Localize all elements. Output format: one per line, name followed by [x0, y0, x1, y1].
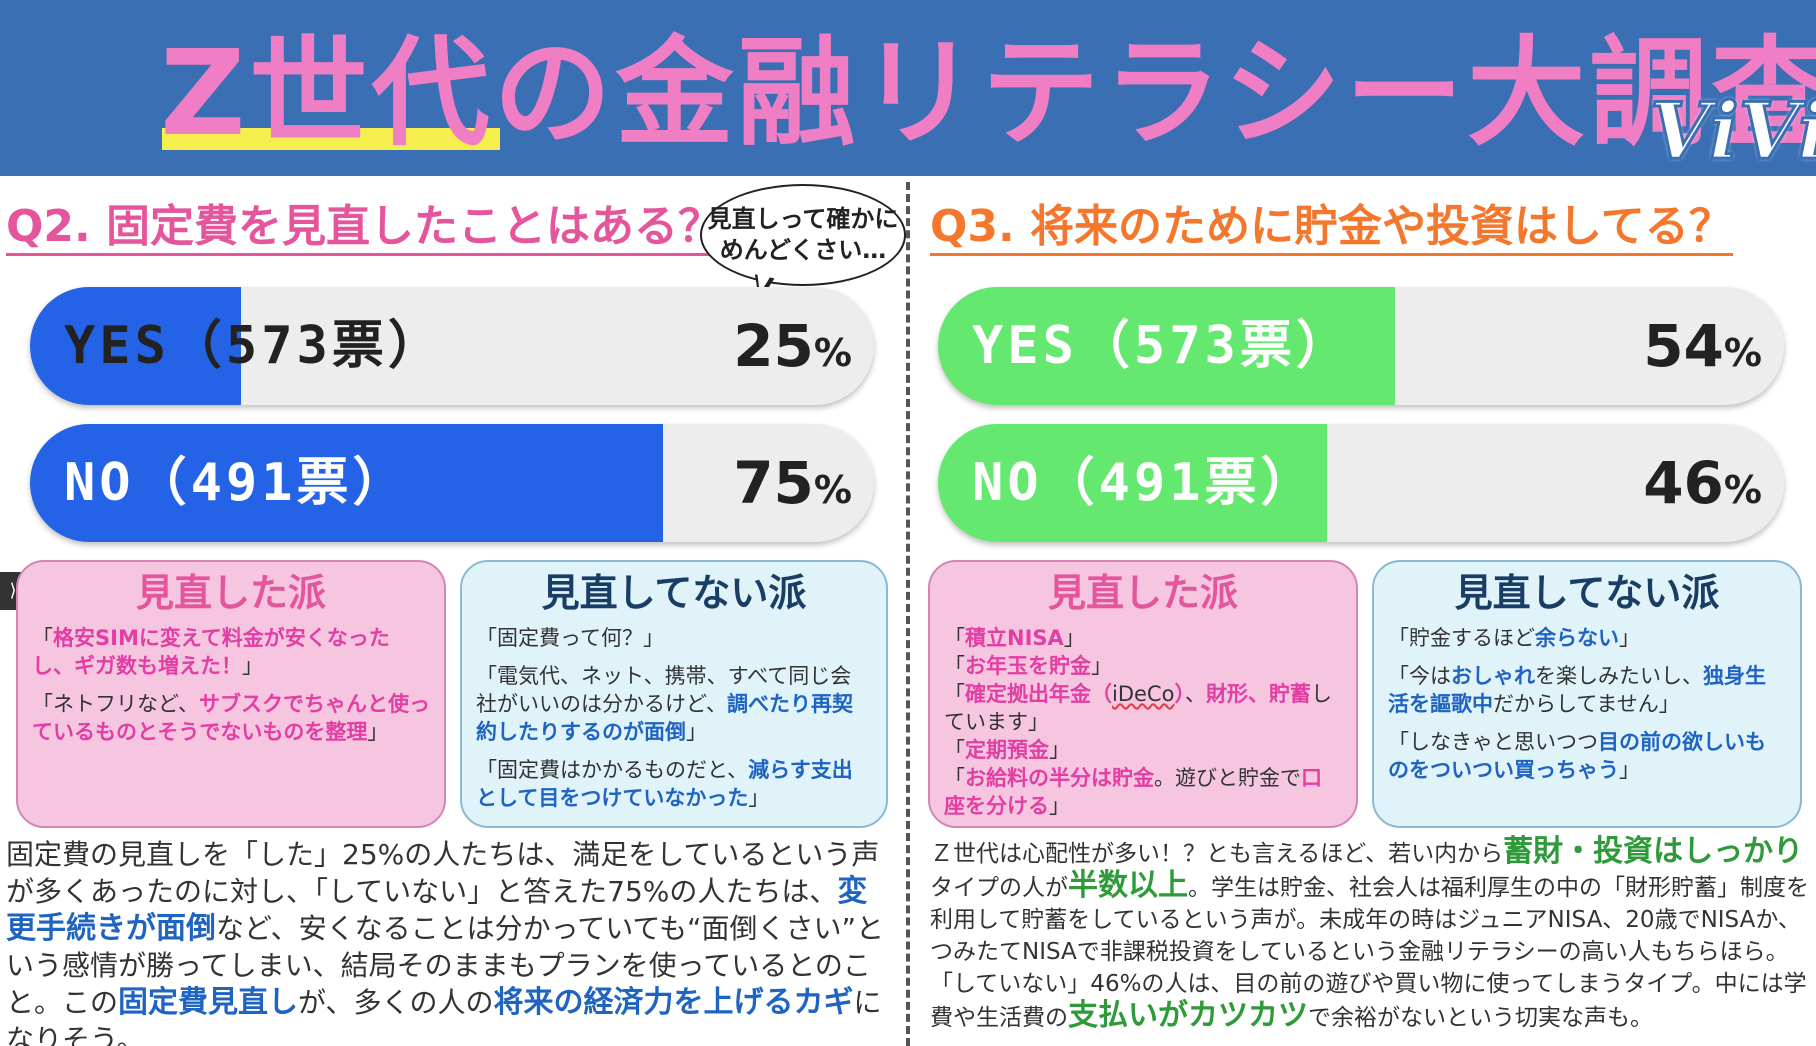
q2-didnt-box: 見直してない派 「固定費って何？」 「電気代、ネット、携帯、すべて同じ会社がいい…	[460, 560, 888, 828]
q2-didnt-heading: 見直してない派	[541, 571, 807, 615]
q2-bar-no: NO（491票） 75%	[30, 424, 874, 542]
q2-bar-no-percent: 75%	[733, 449, 852, 517]
q3-bar-no-fill	[938, 424, 1328, 542]
q3-did-line-4: 「定期預金」	[944, 738, 1070, 762]
q2-did-comment-2: 「ネトフリなど、サブスクでちゃんと使っているものとそうでないものを整理」	[32, 692, 430, 744]
q3-bar-yes: YES（573票） 54%	[938, 287, 1784, 405]
q3-summary: Ｚ世代は心配性が多い！？とも言えるほど、若い内から蓄財・投資はしっかりタイプの人…	[930, 834, 1809, 1033]
q3-bar-yes-fill	[938, 287, 1395, 405]
bubble-line-1: 見直しって確かに	[707, 205, 899, 233]
q2-title: Q2. 固定費を見直したことはある？	[6, 202, 723, 256]
q3-didnt-heading: 見直してない派	[1454, 571, 1720, 615]
q3-bar-no-label: NO（491票）	[972, 453, 1317, 513]
q2-didnt-comment-2: 「電気代、ネット、携帯、すべて同じ会社がいいのは分かるけど、調べたり再契約したり…	[476, 664, 853, 744]
q3-did-heading: 見直した派	[1047, 571, 1238, 615]
q3-bar-no-percent: 46%	[1643, 449, 1762, 517]
q3-bar-yes-percent: 54%	[1643, 312, 1762, 380]
q3-didnt-comment-3: 「しなきゃと思いつつ目の前の欲しいものをついつい買っちゃう」	[1388, 730, 1766, 782]
q3-title: Q3. 将来のために貯金や投資はしてる？	[930, 202, 1733, 256]
q3-bar-yes-label: YES（573票）	[972, 316, 1352, 376]
q2-bar-yes: YES（573票） 25%	[30, 287, 874, 405]
q3-did-line-3: 「確定拠出年金（iDeCo）、財形、貯蓄しています」	[944, 682, 1332, 734]
q2-bar-yes-percent: 25%	[733, 312, 852, 380]
q2-bar-no-label: NO（491票）	[64, 453, 409, 513]
q3-didnt-comment-2: 「今はおしゃれを楽しみたいし、独身生活を謳歌中だからしてません」	[1388, 664, 1766, 716]
page-title: Z世代の金融リテラシー大調査	[160, 24, 1816, 162]
q2-didnt-comment-1: 「固定費って何？」	[476, 626, 664, 650]
speech-bubble: 見直しって確かに めんどくさい…	[700, 184, 906, 286]
title-highlight	[162, 128, 500, 150]
q2-bar-yes-label: YES（573票）	[64, 316, 444, 376]
q3-didnt-comment-1: 「貯金するほど余らない」	[1388, 626, 1640, 650]
q2-didnt-comment-3: 「固定費はかかるものだと、減らす支出として目をつけていなかった」	[476, 758, 853, 810]
q2-did-box: 見直した派 「格安SIMに変えて料金が安くなったし、ギガ数も増えた！」 「ネトフ…	[16, 560, 446, 828]
q3-did-box: 見直した派 「積立NISA」 「お年玉を貯金」 「確定拠出年金（iDeCo）、財…	[928, 560, 1358, 828]
column-divider	[906, 182, 910, 1046]
q3-bar-no: NO（491票） 46%	[938, 424, 1784, 542]
vivi-logo: ViVi	[1649, 86, 1816, 177]
q2-did-comment-1: 「格安SIMに変えて料金が安くなったし、ギガ数も増えた！」	[32, 626, 390, 678]
q3-did-line-1: 「積立NISA」	[944, 626, 1085, 650]
q3-didnt-box: 見直してない派 「貯金するほど余らない」 「今はおしゃれを楽しみたいし、独身生活…	[1372, 560, 1802, 828]
bubble-line-2: めんどくさい…	[719, 236, 887, 264]
q2-summary: 固定費の見直しを「した」25%の人たちは、満足をしているという声が多くあったのに…	[6, 838, 884, 1046]
q2-bar-yes-fill	[30, 287, 241, 405]
q3-did-line-5: 「お給料の半分は貯金。遊びと貯金で口座を分ける」	[944, 766, 1322, 818]
q2-did-heading: 見直した派	[135, 571, 326, 615]
q2-bar-no-fill	[30, 424, 663, 542]
q3-did-line-2: 「お年玉を貯金」	[944, 654, 1112, 678]
